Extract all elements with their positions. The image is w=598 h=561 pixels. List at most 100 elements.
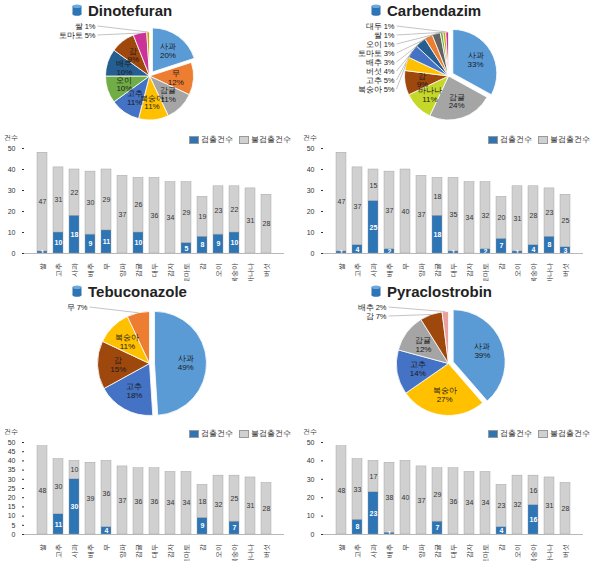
svg-text:29: 29	[183, 209, 191, 216]
svg-text:16: 16	[530, 516, 538, 523]
svg-text:복숭아11%: 복숭아11%	[115, 333, 139, 351]
svg-text:29: 29	[434, 491, 442, 498]
svg-text:고추: 고추	[354, 544, 361, 558]
svg-text:복숭아 5%: 복숭아 5%	[358, 85, 395, 94]
svg-text:20: 20	[8, 494, 16, 501]
svg-text:31: 31	[55, 196, 63, 203]
svg-text:복숭아: 복숭아	[530, 263, 538, 282]
svg-text:9: 9	[89, 240, 93, 247]
svg-text:9: 9	[201, 522, 205, 529]
svg-text:48: 48	[338, 487, 346, 494]
svg-text:30: 30	[307, 476, 315, 483]
svg-text:22: 22	[71, 189, 79, 196]
svg-text:8: 8	[201, 241, 205, 248]
svg-text:복숭아: 복숭아	[530, 544, 538, 561]
svg-text:30: 30	[8, 187, 16, 194]
svg-text:감: 감	[199, 544, 207, 551]
svg-text:1: 1	[340, 249, 344, 256]
svg-text:복숭아11%: 복숭아11%	[140, 94, 164, 112]
svg-text:사과20%: 사과20%	[160, 42, 176, 60]
svg-text:31: 31	[514, 215, 522, 222]
svg-text:40: 40	[8, 457, 16, 464]
svg-text:36: 36	[135, 498, 143, 505]
svg-text:50: 50	[307, 145, 315, 152]
svg-text:47: 47	[39, 198, 47, 205]
svg-text:30: 30	[307, 187, 315, 194]
svg-text:8: 8	[548, 241, 552, 248]
svg-text:25: 25	[370, 223, 378, 230]
svg-text:건수: 건수	[303, 428, 317, 435]
svg-text:건수: 건수	[4, 134, 18, 141]
svg-text:18: 18	[434, 193, 442, 200]
svg-text:32: 32	[514, 501, 522, 508]
svg-text:감: 감	[199, 263, 207, 270]
svg-text:1: 1	[388, 530, 392, 537]
svg-text:바나나: 바나나	[546, 544, 553, 561]
svg-text:1: 1	[452, 249, 456, 256]
svg-text:28: 28	[562, 505, 570, 512]
svg-text:20: 20	[307, 208, 315, 215]
svg-text:사과33%: 사과33%	[468, 51, 484, 69]
svg-text:고추: 고추	[55, 544, 62, 558]
svg-text:4: 4	[500, 527, 504, 534]
svg-text:감9%: 감9%	[417, 72, 429, 90]
svg-text:36: 36	[450, 498, 458, 505]
svg-text:36: 36	[151, 212, 159, 219]
svg-text:30: 30	[55, 483, 63, 490]
svg-text:40: 40	[402, 208, 410, 215]
svg-text:양파: 양파	[119, 263, 126, 277]
svg-text:28: 28	[263, 505, 271, 512]
svg-text:버섯: 버섯	[562, 544, 569, 558]
svg-text:15: 15	[370, 181, 378, 188]
svg-text:양파: 양파	[418, 544, 425, 558]
svg-text:토마토: 토마토	[183, 544, 190, 561]
svg-text:20: 20	[8, 208, 16, 215]
svg-text:30: 30	[87, 199, 95, 206]
svg-text:감귤: 감귤	[135, 544, 143, 558]
svg-text:7: 7	[233, 524, 237, 531]
svg-text:바나나: 바나나	[247, 263, 254, 282]
svg-text:감귤12%: 감귤12%	[415, 336, 431, 354]
svg-text:고추: 고추	[354, 263, 361, 277]
svg-text:37: 37	[386, 207, 394, 214]
svg-text:사과: 사과	[370, 263, 377, 277]
svg-text:감귤24%: 감귤24%	[449, 93, 465, 111]
svg-text:감귤: 감귤	[434, 263, 442, 277]
svg-text:31: 31	[546, 502, 554, 509]
svg-text:10: 10	[55, 239, 63, 246]
svg-text:무 7%: 무 7%	[67, 303, 88, 312]
svg-text:36: 36	[103, 490, 111, 497]
svg-text:오이: 오이	[215, 544, 222, 558]
svg-text:36: 36	[151, 498, 159, 505]
svg-text:34: 34	[482, 499, 490, 506]
svg-text:18: 18	[434, 231, 442, 238]
svg-text:32: 32	[482, 212, 490, 219]
svg-text:오이: 오이	[514, 544, 521, 558]
svg-text:40: 40	[307, 166, 315, 173]
svg-text:배추 2%: 배추 2%	[358, 303, 387, 312]
svg-text:8: 8	[356, 523, 360, 530]
svg-text:11: 11	[55, 521, 63, 528]
svg-text:사과49%: 사과49%	[178, 354, 194, 372]
svg-text:오이10%: 오이10%	[116, 76, 132, 94]
svg-text:고추14%: 고추14%	[410, 360, 426, 378]
svg-text:9: 9	[217, 240, 221, 247]
svg-text:양파: 양파	[119, 544, 126, 558]
svg-text:33: 33	[354, 486, 362, 493]
svg-text:34: 34	[167, 214, 175, 221]
svg-text:복숭아: 복숭아	[231, 263, 239, 282]
svg-text:고추18%: 고추18%	[126, 382, 142, 400]
svg-text:감자: 감자	[167, 263, 175, 277]
svg-text:감자: 감자	[466, 263, 474, 277]
svg-text:28: 28	[263, 220, 271, 227]
svg-text:0: 0	[311, 250, 315, 257]
svg-text:34: 34	[183, 499, 191, 506]
svg-text:34: 34	[466, 214, 474, 221]
svg-text:무: 무	[402, 263, 409, 270]
svg-text:15: 15	[8, 503, 16, 510]
svg-text:쌀: 쌀	[338, 544, 345, 551]
svg-text:10: 10	[231, 239, 239, 246]
svg-text:버섯: 버섯	[263, 544, 270, 558]
svg-text:복숭아: 복숭아	[231, 544, 239, 561]
svg-text:감 7%: 감 7%	[366, 312, 387, 321]
